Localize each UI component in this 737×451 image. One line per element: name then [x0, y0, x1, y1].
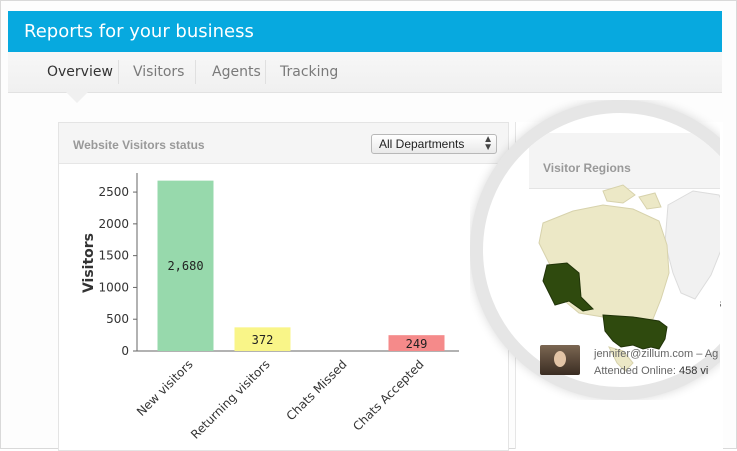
- avatar: [540, 345, 580, 375]
- agent-attended-online: Attended Online: 458 vi: [594, 365, 708, 377]
- tab-divider: [118, 60, 119, 84]
- bar: [234, 327, 291, 351]
- y-tick-label: 2500: [98, 185, 129, 199]
- bar-data-label: 2,680: [167, 259, 203, 273]
- map-arctic-islands: [602, 184, 662, 210]
- panel-title: Website Visitors status: [73, 138, 205, 152]
- agent-email: jennifer@zillum.com – Ag: [594, 348, 719, 360]
- report-tabs: Overview Visitors Agents Tracking: [8, 52, 722, 93]
- regions-panel-title: Visitor Regions: [543, 161, 631, 175]
- y-tick-label: 2000: [98, 217, 129, 231]
- active-tab-pointer: [66, 92, 88, 103]
- tab-visitors[interactable]: Visitors: [133, 64, 185, 80]
- agent-row[interactable]: jennifer@zillum.com – Ag Attended Online…: [540, 345, 730, 385]
- visitors-bar-chart: 0 500 1000 1500 2000 2500 Visitors 2,680 New vis…: [81, 173, 459, 442]
- agent-status-value: 458 vi: [679, 365, 709, 377]
- category-label: Chats Missed: [284, 357, 350, 423]
- category-label: Returning visitors: [188, 357, 272, 441]
- y-tick-label: 1500: [98, 249, 129, 263]
- y-tick-label: 1000: [98, 280, 129, 294]
- tab-divider: [195, 60, 196, 84]
- north-america-map: [538, 184, 720, 372]
- tab-agents[interactable]: Agents: [212, 64, 261, 80]
- y-tick-label: 500: [106, 312, 129, 326]
- panel-header: Website Visitors status All Departments …: [59, 123, 508, 164]
- map-usa: [602, 314, 668, 350]
- tab-divider: [265, 60, 266, 84]
- bar: [388, 335, 445, 351]
- map-greenland: [664, 190, 720, 300]
- map-mexico: [608, 346, 634, 372]
- tab-tracking[interactable]: Tracking: [280, 64, 339, 80]
- bar: [157, 180, 214, 351]
- department-select[interactable]: All Departments ▲ ▼: [371, 134, 497, 154]
- y-tick-label: 0: [121, 344, 129, 358]
- select-arrows-icon: ▲ ▼: [483, 134, 493, 153]
- page-header: Reports for your business: [8, 11, 722, 52]
- map-alaska: [542, 262, 595, 312]
- bar-data-label: 249: [406, 337, 428, 351]
- y-axis-label: Visitors: [81, 233, 97, 293]
- department-select-value: All Departments: [379, 137, 465, 151]
- agent-status-label: Attended Online:: [594, 365, 676, 377]
- avatar-face: [554, 351, 566, 367]
- website-visitors-panel: Website Visitors status All Departments …: [58, 122, 509, 451]
- category-label: Chats Accepted: [350, 357, 426, 433]
- tab-overview[interactable]: Overview: [47, 64, 113, 80]
- regions-panel-header: [529, 133, 720, 189]
- page-title: Reports for your business: [24, 21, 254, 42]
- bar-data-label: 372: [252, 333, 274, 347]
- magnifier-lens: Visitor Regions: [470, 100, 720, 400]
- category-label: New visitors: [134, 357, 196, 419]
